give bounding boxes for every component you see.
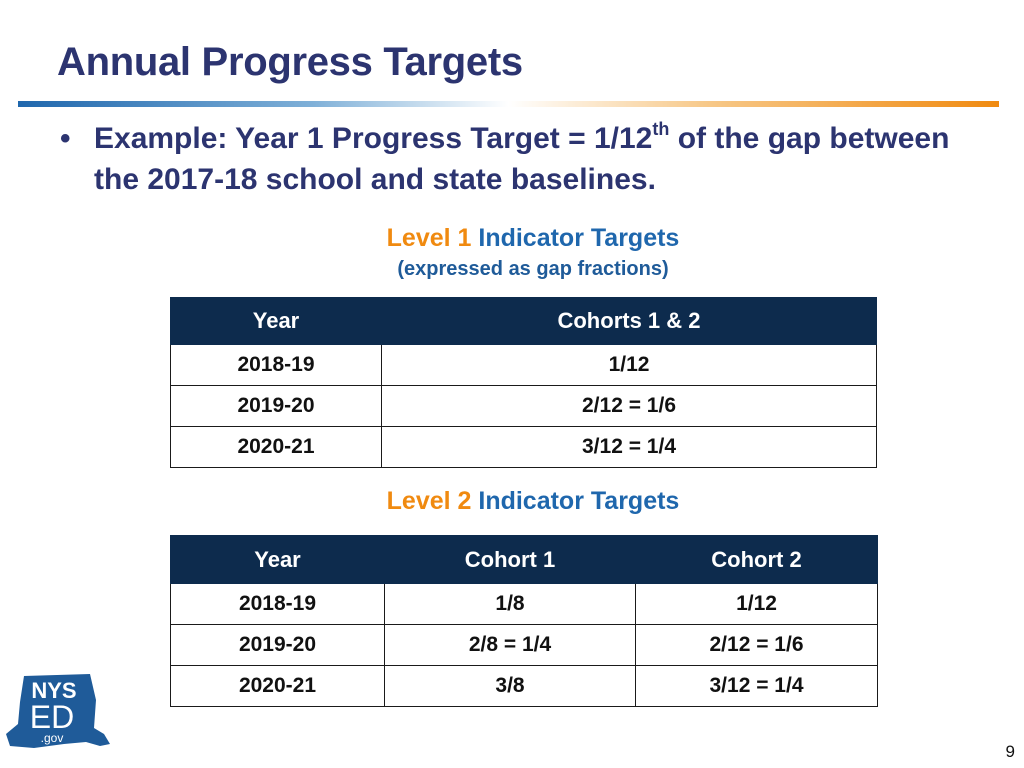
logo-line-nys: NYS: [31, 678, 76, 703]
table-header-row: Year Cohort 1 Cohort 2: [170, 535, 878, 584]
table-row: 2019-20 2/12 = 1/6: [170, 385, 877, 427]
logo-line-ed: ED: [30, 699, 74, 735]
target-cell: 3/12 = 1/4: [381, 426, 877, 468]
year-cell: 2020-21: [170, 665, 385, 707]
level2-caption: Level 2 Indicator Targets: [170, 487, 896, 516]
level1-caption: Level 1 Indicator Targets: [170, 224, 896, 253]
table-row: 2018-19 1/8 1/12: [170, 583, 878, 625]
table-row: 2020-21 3/8 3/12 = 1/4: [170, 665, 878, 707]
new-york-state-shape-icon: [6, 674, 110, 748]
bullet-text: Example: Year 1 Progress Target = 1/12th…: [94, 119, 950, 196]
cohort1-cell: 2/8 = 1/4: [384, 624, 636, 666]
cohort1-cell: 3/8: [384, 665, 636, 707]
bullet-marker: •: [60, 122, 71, 155]
column-header-cohort-1: Cohort 1: [384, 535, 636, 584]
title-divider: [18, 101, 999, 107]
level1-title-rest: Indicator Targets: [471, 224, 680, 252]
table-row: 2020-21 3/12 = 1/4: [170, 426, 877, 468]
cohort1-cell: 1/8: [384, 583, 636, 625]
logo-line-gov: .gov: [41, 731, 64, 745]
year-cell: 2019-20: [170, 624, 385, 666]
cohort2-cell: 1/12: [635, 583, 878, 625]
table-row: 2019-20 2/8 = 1/4 2/12 = 1/6: [170, 624, 878, 666]
year-cell: 2019-20: [170, 385, 382, 427]
year-cell: 2018-19: [170, 583, 385, 625]
page-number: 9: [1005, 742, 1015, 761]
table-header-row: Year Cohorts 1 & 2: [170, 297, 877, 345]
level2-title-rest: Indicator Targets: [471, 487, 680, 515]
example-bullet: • Example: Year 1 Progress Target = 1/12…: [60, 118, 960, 200]
table-row: 2018-19 1/12: [170, 344, 877, 386]
target-cell: 1/12: [381, 344, 877, 386]
target-cell: 2/12 = 1/6: [381, 385, 877, 427]
level2-label: Level 2: [386, 487, 472, 515]
nysed-logo: NYS ED .gov: [6, 674, 110, 748]
level1-label: Level 1: [386, 224, 472, 252]
column-header-cohorts: Cohorts 1 & 2: [381, 297, 877, 345]
year-cell: 2018-19: [170, 344, 382, 386]
ordinal-superscript: th: [652, 119, 670, 139]
level1-targets-table: Year Cohorts 1 & 2 2018-19 1/12 2019-20 …: [170, 297, 877, 468]
column-header-year: Year: [170, 535, 385, 584]
column-header-cohort-2: Cohort 2: [635, 535, 878, 584]
level2-targets-table: Year Cohort 1 Cohort 2 2018-19 1/8 1/12 …: [170, 535, 878, 707]
level1-subtitle: (expressed as gap fractions): [397, 258, 669, 280]
cohort2-cell: 2/12 = 1/6: [635, 624, 878, 666]
column-header-year: Year: [170, 297, 382, 345]
slide-title: Annual Progress Targets: [57, 40, 523, 84]
year-cell: 2020-21: [170, 426, 382, 468]
cohort2-cell: 3/12 = 1/4: [635, 665, 878, 707]
